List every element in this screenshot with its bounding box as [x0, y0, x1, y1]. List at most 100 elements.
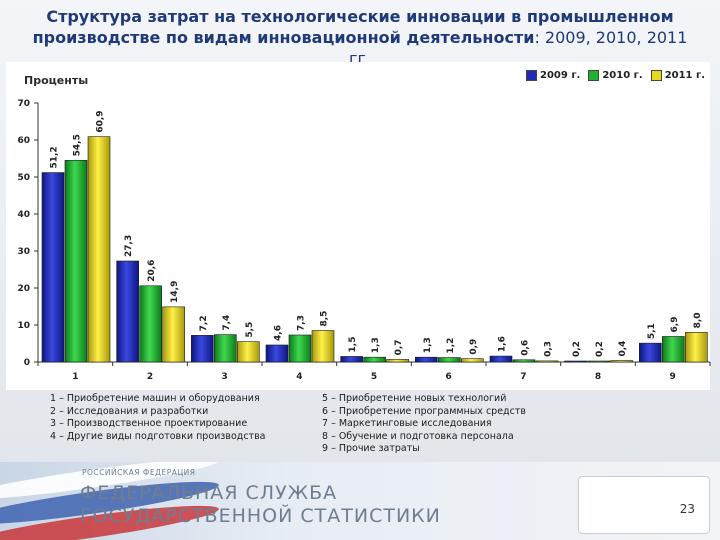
x-tick-label: 6 — [446, 372, 452, 382]
category-note: 7 – Маркетинговые исследования — [322, 418, 492, 429]
data-label: 14,9 — [170, 281, 180, 303]
bar-2011г-cat3 — [237, 341, 260, 363]
slide-title: Структура затрат на технологические инно… — [20, 6, 700, 69]
y-axis-unit-label: Проценты — [24, 74, 89, 87]
bar-2010г-cat7 — [512, 359, 536, 363]
bar-2011г-cat1 — [87, 136, 111, 363]
x-tick-label: 7 — [520, 372, 526, 382]
y-tick-label: 30 — [17, 247, 30, 257]
bar-2010г-cat3 — [214, 334, 237, 363]
y-tick-label: 70 — [17, 99, 30, 109]
data-label: 0,9 — [469, 339, 479, 355]
category-note: 9 – Прочие затраты — [322, 443, 420, 454]
bar-2009г-cat5 — [340, 356, 363, 363]
chart-legend: 2009 г. 2010 г. 2011 г. — [526, 70, 705, 81]
category-note: 6 – Приобретение программных средств — [322, 405, 526, 417]
bar-2010г-cat8 — [587, 360, 610, 363]
category-note: 5 – Приобретение новых технологий — [322, 393, 507, 404]
data-label: 54,5 — [73, 134, 83, 156]
bar-2009г-cat4 — [265, 344, 289, 363]
x-tick-label: 5 — [371, 372, 377, 382]
organization-name-line-2: ГОСУДАРСТВЕННОЙ СТАТИСТИКИ — [80, 505, 441, 527]
y-tick-label: 0 — [24, 358, 30, 368]
page-number: 23 — [679, 502, 695, 516]
data-label: 5,1 — [647, 323, 657, 339]
page-number-box: 23 — [578, 476, 710, 534]
y-tick-label: 40 — [17, 210, 30, 220]
data-label: 51,2 — [50, 146, 60, 168]
bar-2010г-cat5 — [363, 356, 386, 363]
data-label: 1,6 — [498, 336, 508, 352]
country-label: РОССИЙСКАЯ ФЕДЕРАЦИЯ — [82, 468, 196, 477]
bar-2009г-cat1 — [41, 172, 65, 363]
bar-2010г-cat6 — [438, 357, 461, 363]
data-label: 4,6 — [274, 325, 284, 341]
x-tick-label: 1 — [72, 372, 78, 382]
chart-bars — [41, 136, 708, 363]
bar-2011г-cat8 — [610, 360, 633, 363]
bar-2010г-cat1 — [64, 160, 88, 363]
data-label: 5,5 — [245, 322, 255, 338]
data-label: 60,9 — [96, 110, 106, 132]
bar-2011г-cat4 — [311, 330, 335, 363]
organization-name-line-1: ФЕДЕРАЛЬНАЯ СЛУЖБА — [80, 482, 338, 504]
legend-item-2009: 2009 г. — [526, 70, 580, 81]
bar-2009г-cat2 — [116, 260, 139, 363]
legend-swatch-2009 — [526, 70, 537, 81]
data-label: 27,3 — [124, 235, 134, 257]
legend-label-2009: 2009 г. — [540, 70, 581, 81]
bar-2009г-cat3 — [191, 335, 214, 363]
bar-chart: 0 10 20 30 40 50 60 70 1 2 3 4 5 6 7 8 9 51,2 54,5 60,9 27,… — [17, 99, 711, 382]
bar-2011г-cat6 — [461, 358, 484, 363]
data-label: 7,2 — [199, 315, 209, 331]
category-note: 8 – Обучение и подготовка персонала — [322, 430, 514, 442]
category-notes-left: 1 – Приобретение машин и оборудования 2 … — [50, 393, 266, 443]
data-label: 0,2 — [595, 341, 605, 357]
legend-swatch-2010 — [588, 70, 600, 81]
data-label: 1,3 — [423, 337, 433, 353]
bar-2010г-cat4 — [288, 334, 312, 363]
category-note: 1 – Приобретение машин и оборудования — [50, 393, 260, 404]
y-tick-label: 50 — [17, 173, 30, 183]
data-label: 0,6 — [521, 340, 531, 356]
y-tick-label: 10 — [17, 321, 30, 331]
x-tick-label: 2 — [147, 372, 153, 382]
x-tick-label: 4 — [296, 372, 302, 382]
bar-2011г-cat5 — [386, 359, 409, 363]
data-label: 6,9 — [670, 317, 680, 333]
bar-2011г-cat9 — [685, 332, 708, 363]
legend-label-2011: 2011 г. — [664, 70, 706, 81]
legend-item-2010: 2010 г. — [588, 70, 643, 81]
bar-2009г-cat9 — [639, 342, 662, 363]
data-label: 20,6 — [147, 260, 157, 282]
bar-2010г-cat9 — [662, 336, 685, 363]
title-line-2: производстве по видам инновационной деят… — [32, 28, 535, 47]
chart-data-labels: 51,2 54,5 60,9 27,3 20,6 14,9 7,2 7,4 5,5 4,6 7,3 8… — [50, 110, 703, 357]
legend-item-2011: 2011 г. — [650, 70, 706, 81]
data-label: 1,3 — [371, 337, 381, 353]
data-label: 7,3 — [297, 315, 307, 331]
data-label: 7,4 — [222, 315, 232, 331]
data-label: 1,2 — [446, 338, 456, 354]
x-tick-label: 9 — [670, 372, 676, 382]
bar-2009г-cat7 — [489, 355, 513, 363]
data-label: 0,2 — [572, 341, 582, 357]
data-label: 0,3 — [544, 341, 554, 357]
legend-swatch-2011 — [650, 70, 662, 81]
bar-2009г-cat6 — [415, 356, 438, 363]
data-label: 8,5 — [320, 311, 330, 327]
title-line-1: Структура затрат на технологические инно… — [46, 7, 674, 26]
y-tick-label: 60 — [17, 136, 30, 146]
x-tick-label: 8 — [595, 372, 601, 382]
bar-2009г-cat8 — [564, 360, 587, 363]
category-note: 4 – Другие виды подготовки производства — [50, 430, 266, 442]
data-label: 0,7 — [394, 339, 404, 355]
bar-2011г-cat7 — [535, 360, 559, 363]
category-notes-right: 5 – Приобретение новых технологий 6 – Пр… — [322, 393, 526, 456]
data-label: 8,0 — [693, 312, 703, 328]
y-tick-label: 20 — [17, 284, 30, 294]
data-label: 0,4 — [618, 341, 628, 357]
x-tick-label: 3 — [222, 372, 228, 382]
legend-label-2010: 2010 г. — [602, 70, 643, 81]
data-label: 1,5 — [348, 336, 358, 352]
